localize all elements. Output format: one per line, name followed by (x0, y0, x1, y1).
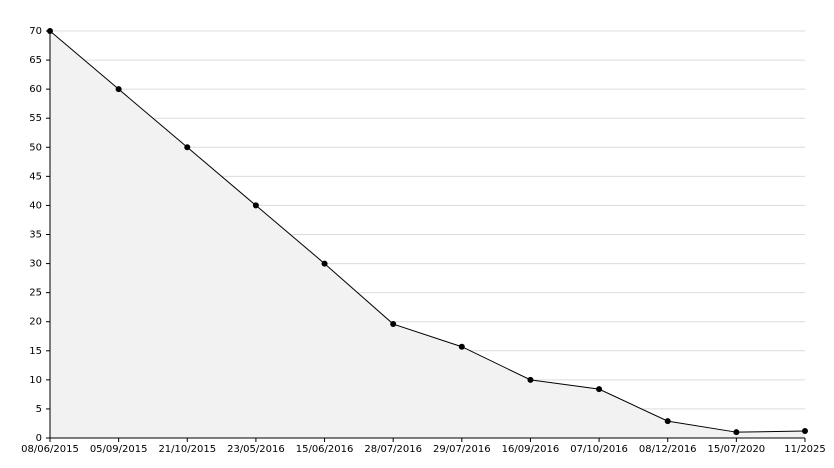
x-tick-label: 15/06/2016 (296, 444, 354, 455)
y-tick-label: 10 (29, 375, 42, 386)
y-tick-label: 50 (29, 142, 42, 153)
y-tick-label: 20 (29, 317, 42, 328)
marker (184, 144, 191, 151)
y-tick-label: 55 (29, 113, 42, 124)
x-tick-label: 23/05/2016 (227, 444, 285, 455)
y-tick-label: 30 (29, 259, 42, 270)
y-tick-label: 40 (29, 200, 42, 211)
marker (458, 343, 465, 350)
area-fill (50, 31, 805, 438)
y-tick-label: 0 (36, 433, 42, 444)
marker (733, 429, 740, 436)
x-tick-label: 15/07/2020 (708, 444, 766, 455)
y-tick-label: 60 (29, 84, 42, 95)
marker (802, 428, 808, 435)
y-tick-label: 35 (29, 230, 42, 241)
marker (390, 321, 397, 328)
x-tick-label: 29/07/2016 (433, 444, 491, 455)
x-tick-label: 28/07/2016 (364, 444, 422, 455)
x-tick-label: 05/09/2015 (90, 444, 148, 455)
x-tick-label: 16/09/2016 (502, 444, 560, 455)
marker (664, 418, 671, 425)
y-tick-label: 70 (29, 26, 42, 37)
y-tick-label: 25 (29, 288, 42, 299)
y-tick-label: 45 (29, 171, 42, 182)
y-tick-label: 15 (29, 346, 42, 357)
marker (252, 202, 259, 209)
marker (596, 386, 603, 393)
y-tick-label: 5 (36, 404, 42, 415)
x-tick-label: 08/12/2016 (639, 444, 697, 455)
x-tick-label: 07/10/2016 (570, 444, 628, 455)
y-tick-label: 65 (29, 55, 42, 66)
marker (321, 260, 328, 267)
x-tick-label: 21/10/2015 (158, 444, 216, 455)
line (49, 30, 806, 433)
marker (115, 86, 122, 93)
marker (47, 28, 53, 34)
x-tick-label: 08/06/2015 (21, 444, 79, 455)
marker (527, 376, 534, 383)
x-tick-label: 11/2025 (784, 444, 826, 455)
